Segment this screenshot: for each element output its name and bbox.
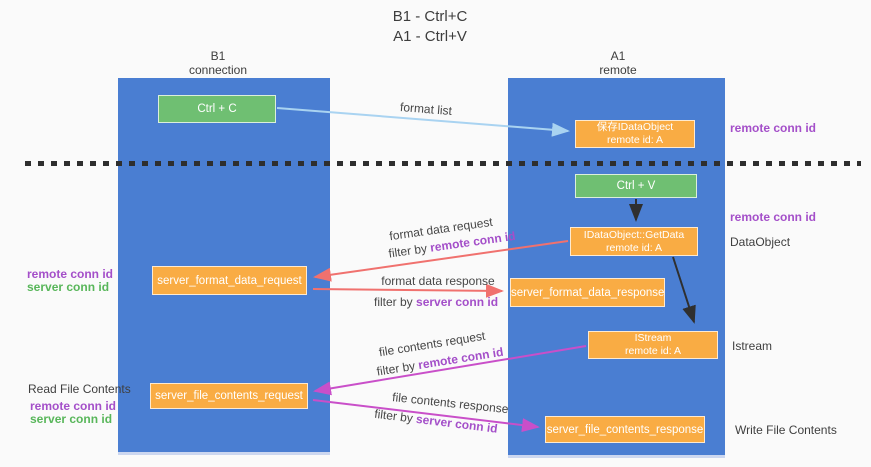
- annotation-remote-conn-id-top: remote conn id: [730, 121, 817, 135]
- edge-label-format-list: format list: [399, 99, 453, 119]
- node-server-file-contents-request: server_file_contents_request: [150, 383, 308, 409]
- node-format-response-label: server_format_data_response: [511, 286, 665, 299]
- filter-id-server: server conn id: [415, 411, 499, 436]
- filter-by-text: filter by: [373, 406, 418, 426]
- node-ctrl-c-label: Ctrl + C: [197, 103, 237, 115]
- node-save-idataobject-line1: 保存IDataObject: [596, 121, 674, 133]
- annotation-istream: Istream: [732, 339, 773, 353]
- node-server-format-data-response: server_format_data_response: [510, 278, 665, 307]
- lane-a1-subtitle: remote: [599, 63, 637, 77]
- lane-header-b1: B1 connection: [158, 49, 278, 77]
- lane-b1-title: B1: [210, 49, 226, 63]
- edge-label-format-data-response: format data response: [381, 274, 495, 288]
- lane-a1-title: A1: [610, 49, 626, 63]
- filter-by-text: filter by: [374, 295, 417, 309]
- annotation-read-file-contents: Read File Contents: [28, 382, 131, 396]
- node-ctrl-v: Ctrl + V: [575, 174, 697, 198]
- filter-id-server: server conn id: [416, 295, 499, 309]
- annotation-left-server-conn-id-1: server conn id: [27, 280, 110, 294]
- node-ctrl-v-label: Ctrl + V: [616, 180, 656, 192]
- title-line-2: A1 - Ctrl+V: [393, 28, 467, 45]
- arrow-format-data-response: [312, 283, 504, 298]
- node-istream-line2: remote id: A: [624, 345, 682, 357]
- edge-label-filter-server-1: filter by server conn id: [374, 295, 498, 309]
- node-file-response-label: server_file_contents_response: [546, 423, 704, 436]
- filter-by-text: filter by: [375, 358, 420, 379]
- filter-by-text: filter by: [387, 240, 432, 261]
- node-istream-line1: IStream: [634, 332, 672, 344]
- annotation-left-remote-conn-id-1: remote conn id: [27, 267, 114, 281]
- node-format-request-label: server_format_data_request: [157, 274, 302, 287]
- annotation-write-file-contents: Write File Contents: [735, 423, 837, 437]
- node-istream: IStream remote id: A: [588, 331, 718, 359]
- annotation-left-remote-conn-id-2: remote conn id: [30, 399, 117, 413]
- title-line-1: B1 - Ctrl+C: [392, 8, 468, 25]
- node-save-idataobject-line2: remote id: A: [606, 134, 664, 146]
- lane-header-a1: A1 remote: [558, 49, 678, 77]
- phase-divider-dashed-line: [25, 161, 861, 166]
- node-save-idataobject: 保存IDataObject remote id: A: [575, 120, 695, 148]
- node-ctrl-c: Ctrl + C: [158, 95, 276, 123]
- diagram-title: B1 - Ctrl+C A1 - Ctrl+V: [0, 7, 860, 47]
- lane-b1-subtitle: connection: [188, 63, 248, 77]
- node-idataobject-getdata: IDataObject::GetData remote id: A: [570, 227, 698, 256]
- node-server-format-data-request: server_format_data_request: [152, 266, 307, 295]
- node-getdata-line2: remote id: A: [605, 241, 663, 254]
- annotation-remote-conn-id-mid: remote conn id: [730, 210, 817, 224]
- node-file-request-label: server_file_contents_request: [155, 390, 303, 402]
- node-server-file-contents-response: server_file_contents_response: [545, 416, 705, 443]
- node-getdata-line1: IDataObject::GetData: [583, 228, 685, 241]
- annotation-left-server-conn-id-2: server conn id: [30, 412, 113, 426]
- annotation-dataobject: DataObject: [730, 235, 791, 249]
